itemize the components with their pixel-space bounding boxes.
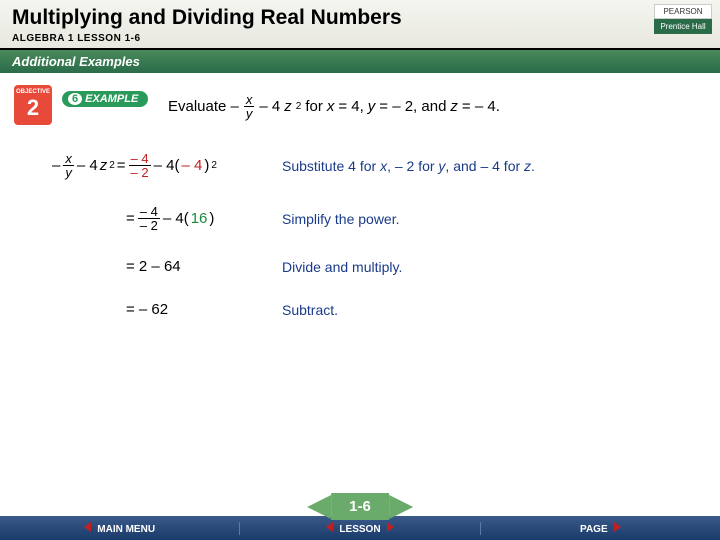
content: OBJECTIVE 2 6EXAMPLE Evaluate – xy – 4z2… bbox=[0, 73, 720, 318]
page-number: 1-6 bbox=[331, 493, 389, 520]
solution-steps: – xy – 4z2 = – 4– 2 – 4(– 4)2 Substitute… bbox=[52, 152, 694, 318]
step-row: – xy – 4z2 = – 4– 2 – 4(– 4)2 Substitute… bbox=[52, 152, 694, 179]
arrow-left-icon bbox=[326, 522, 333, 532]
main-menu-button[interactable]: MAIN MENU bbox=[0, 522, 240, 535]
page-subtitle: ALGEBRA 1 LESSON 1-6 bbox=[12, 33, 708, 44]
step-explanation: Simplify the power. bbox=[282, 211, 400, 227]
problem-text: Evaluate – bbox=[168, 98, 239, 115]
step-explanation: Subtract. bbox=[282, 302, 338, 318]
lesson-button[interactable]: LESSON bbox=[240, 522, 480, 535]
fraction: xy bbox=[63, 152, 74, 179]
objective-badge: OBJECTIVE 2 bbox=[14, 85, 52, 125]
page-title: Multiplying and Dividing Real Numbers bbox=[12, 6, 708, 30]
step-lhs: = 2 – 64 bbox=[52, 258, 282, 275]
header: Multiplying and Dividing Real Numbers AL… bbox=[0, 0, 720, 50]
arrow-left-icon bbox=[84, 522, 91, 532]
problem-text: – 4 bbox=[259, 98, 280, 115]
step-lhs: – xy – 4z2 = – 4– 2 – 4(– 4)2 bbox=[52, 152, 282, 179]
footer: 1-6 MAIN MENU LESSON PAGE bbox=[0, 516, 720, 540]
page-navigator[interactable]: 1-6 bbox=[307, 493, 413, 520]
step-explanation: Divide and multiply. bbox=[282, 259, 402, 275]
problem-statement: Evaluate – xy – 4z2 for x = 4, y = – 2, … bbox=[168, 93, 694, 120]
arrow-right-icon bbox=[387, 522, 394, 532]
example-number: 6 bbox=[68, 93, 82, 105]
page-button[interactable]: PAGE bbox=[481, 522, 720, 535]
additional-examples-bar: Additional Examples bbox=[0, 50, 720, 73]
publisher-logo: PEARSON Prentice Hall bbox=[654, 4, 712, 34]
step-lhs: = – 62 bbox=[52, 301, 282, 318]
example-badge: 6EXAMPLE bbox=[62, 91, 148, 107]
prev-page-icon[interactable] bbox=[307, 495, 331, 519]
fraction: – 4– 2 bbox=[129, 152, 151, 179]
fraction-xy: xy bbox=[244, 93, 255, 120]
fraction: – 4– 2 bbox=[138, 205, 160, 232]
logo-pearson: PEARSON bbox=[654, 4, 712, 19]
step-explanation: Substitute 4 for x, – 2 for y, and – 4 f… bbox=[282, 158, 535, 174]
example-label: EXAMPLE bbox=[85, 93, 138, 105]
step-row: = – 62 Subtract. bbox=[52, 301, 694, 318]
logo-prentice: Prentice Hall bbox=[654, 19, 712, 34]
step-row: = – 4– 2 – 4(16) Simplify the power. bbox=[52, 205, 694, 232]
arrow-right-icon bbox=[614, 522, 621, 532]
step-row: = 2 – 64 Divide and multiply. bbox=[52, 258, 694, 275]
step-lhs: = – 4– 2 – 4(16) bbox=[52, 205, 282, 232]
objective-number: 2 bbox=[27, 95, 39, 121]
next-page-icon[interactable] bbox=[389, 495, 413, 519]
